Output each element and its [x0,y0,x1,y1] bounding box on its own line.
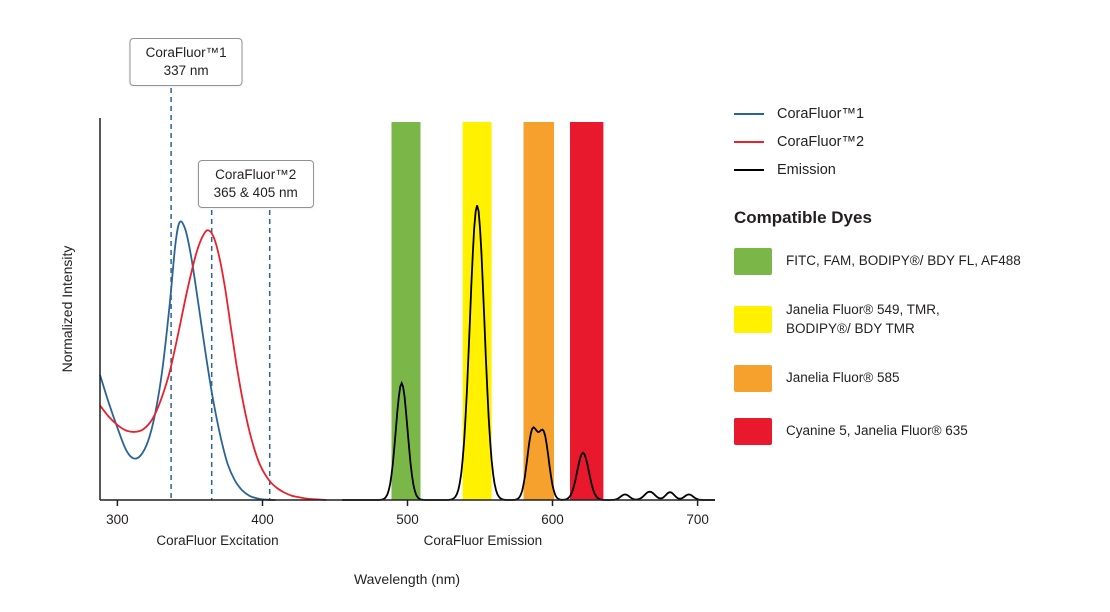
legend: CoraFluor™1 CoraFluor™2 Emission [734,100,1106,184]
filter-band-0 [391,122,421,500]
dye-label-line: Cyanine 5, Janelia Fluor® 635 [786,422,968,438]
region-label-0: CoraFluor Excitation [156,533,278,548]
x-tick-label-500: 500 [396,512,419,527]
legend-label: Emission [777,162,836,178]
dye-label: Cyanine 5, Janelia Fluor® 635 [786,422,968,441]
x-tick-label-400: 400 [251,512,274,527]
annotation-wavelength: 337 nm [163,63,209,79]
legend-line-swatch-black [734,168,764,172]
legend-label: CoraFluor™1 [777,106,865,122]
legend-line-swatch-blue [734,112,764,116]
dye-item-red: Cyanine 5, Janelia Fluor® 635 [734,417,1106,445]
legend-line-swatch-red [734,140,764,144]
annotation-wavelength: 365 & 405 nm [213,185,298,201]
annotation-title: CoraFluor™1 [145,45,227,60]
annotation-corafluor2-365-405: CoraFluor™2 365 & 405 nm [197,160,314,209]
annotation-lines-layer [170,88,271,500]
x-tick-label-700: 700 [686,512,709,527]
dye-label: Janelia Fluor® 585 [786,369,900,388]
dye-label-line: BODIPY®/ BDY TMR [786,320,915,336]
dye-swatch-red [734,417,772,445]
legend-item-emission: Emission [734,156,1106,184]
legend-label: CoraFluor™2 [777,134,865,150]
dye-item-orange: Janelia Fluor® 585 [734,364,1106,392]
dye-swatch-green [734,248,772,275]
excitation-curve-0 [99,220,276,501]
dye-label: Janelia Fluor® 549, TMR, BODIPY®/ BDY TM… [786,301,940,339]
filter-band-1 [462,122,492,500]
dye-item-green: FITC, FAM, BODIPY®/ BDY FL, AF488 [734,248,1106,275]
dye-label-line: Janelia Fluor® 585 [786,369,900,385]
dye-item-yellow: Janelia Fluor® 549, TMR, BODIPY®/ BDY TM… [734,301,1106,339]
axes-layer: 300 400 500 600 700 CoraFluor Excitation CoraF… [99,118,715,548]
emission-curve [342,205,715,501]
annotation-corafluor1-337: CoraFluor™1 337 nm [129,38,243,87]
dye-label-line: FITC, FAM, BODIPY®/ BDY FL, AF488 [786,253,1021,269]
legend-and-dyes-panel: CoraFluor™1 CoraFluor™2 Emission Compati… [734,100,1106,471]
dye-swatch-orange [734,364,772,392]
spectra-chart: 300 400 500 600 700 CoraFluor Excitation CoraF… [59,88,715,587]
dye-label: FITC, FAM, BODIPY®/ BDY FL, AF488 [786,252,1021,271]
curves-layer [99,205,715,501]
dye-swatch-yellow [734,306,772,334]
compatible-dyes-heading: Compatible Dyes [734,208,872,227]
y-axis-title: Normalized Intensity [59,246,75,373]
excitation-curve-1 [99,229,327,501]
legend-item-corafluor1: CoraFluor™1 [734,100,1106,128]
filter-band-2 [523,122,554,500]
annotation-title: CoraFluor™2 [215,167,297,182]
legend-item-corafluor2: CoraFluor™2 [734,128,1106,156]
x-tick-label-600: 600 [541,512,564,527]
filter-bands-layer [391,122,604,500]
x-tick-label-300: 300 [106,512,129,527]
dye-label-line: Janelia Fluor® 549, TMR, [786,302,940,317]
region-label-1: CoraFluor Emission [424,533,543,548]
filter-band-3 [570,122,604,500]
x-axis-title: Wavelength (nm) [354,571,460,587]
spectra-chart-area: 300 400 500 600 700 CoraFluor Excitation CoraF… [59,38,715,587]
